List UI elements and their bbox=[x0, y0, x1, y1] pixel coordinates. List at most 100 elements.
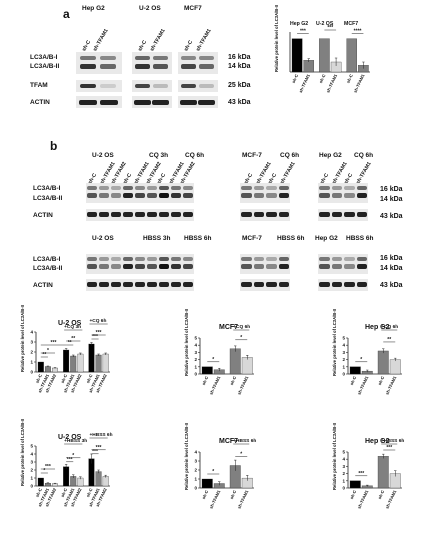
band bbox=[87, 264, 97, 269]
band bbox=[159, 186, 169, 190]
band bbox=[159, 257, 169, 261]
band bbox=[147, 193, 157, 198]
x-tick-label: sh-TFAM1 bbox=[356, 375, 369, 396]
sig-label: *** bbox=[358, 471, 364, 477]
y-tick-label: 3 bbox=[30, 340, 33, 345]
bar bbox=[95, 471, 102, 487]
y-tick-label: 5 bbox=[342, 336, 345, 341]
band bbox=[183, 193, 193, 198]
band bbox=[183, 186, 193, 190]
band bbox=[111, 193, 121, 198]
blot-b1-actin-hepg2 bbox=[318, 209, 368, 221]
chart-6: 0 1 2 3 4 5 Relative protein level of LC3A/B-I… bbox=[332, 423, 404, 510]
band bbox=[278, 282, 289, 287]
bar bbox=[291, 38, 303, 73]
band bbox=[111, 282, 121, 287]
b2-row-actin: ACTIN bbox=[33, 282, 53, 289]
y-tick-label: 1 bbox=[194, 477, 197, 482]
sig-label: *** bbox=[386, 445, 392, 451]
x-tick-label: sh-C bbox=[34, 487, 42, 498]
band bbox=[344, 257, 355, 261]
x-tick-label: sh-C bbox=[85, 373, 93, 384]
row-label-lc3i: LC3A/B-I bbox=[30, 54, 58, 61]
band bbox=[183, 257, 193, 261]
band bbox=[123, 257, 133, 261]
band bbox=[87, 186, 97, 190]
sig-label: *** bbox=[67, 457, 73, 463]
b1-row-lc3ii: LC3A/B-II bbox=[33, 195, 63, 202]
band bbox=[253, 212, 264, 217]
sig-label: *** bbox=[51, 340, 57, 346]
band bbox=[278, 257, 289, 261]
band bbox=[253, 193, 264, 198]
chart-a-group-uos: U-2 OS bbox=[316, 21, 334, 27]
y-tick-label: 0 bbox=[30, 484, 33, 489]
band bbox=[87, 257, 97, 261]
band bbox=[344, 186, 355, 190]
band bbox=[183, 212, 193, 217]
band bbox=[356, 193, 367, 198]
band bbox=[356, 282, 367, 287]
cell-mcf7-a: MCF7 bbox=[184, 5, 202, 12]
y-axis-label: Relative protein level of LC3A/B-II bbox=[184, 423, 189, 490]
chart6-title: Hep G2 bbox=[365, 438, 390, 445]
chart-a-group-mcf7: MCF7 bbox=[344, 21, 359, 27]
b2-mw-43: 43 kDa bbox=[380, 282, 403, 289]
band bbox=[123, 264, 133, 269]
band bbox=[344, 193, 355, 198]
chart-2: 0 1 2 3 4 5 Relative protein level of LC3A/B-I… bbox=[184, 309, 254, 396]
x-tick-label: sh-TFAM1 bbox=[208, 375, 221, 396]
blot-b2-actin-mcf7 bbox=[240, 279, 290, 291]
band bbox=[241, 264, 252, 269]
band bbox=[123, 212, 133, 217]
band bbox=[278, 193, 289, 198]
bar bbox=[349, 366, 361, 375]
band bbox=[111, 186, 121, 190]
band bbox=[319, 282, 330, 287]
band bbox=[253, 282, 264, 287]
band bbox=[135, 186, 145, 190]
band bbox=[135, 257, 145, 261]
x-tick-label: sh-C bbox=[60, 487, 68, 498]
y-tick-label: 5 bbox=[342, 450, 345, 455]
b1-row-lc3i: LC3A/B-I bbox=[33, 185, 61, 192]
band bbox=[319, 264, 330, 269]
y-tick-label: 5 bbox=[30, 444, 33, 449]
sig-label: *** bbox=[327, 25, 333, 31]
y-tick-label: 0 bbox=[30, 370, 33, 375]
y-tick-label: 2 bbox=[342, 357, 345, 362]
chart4-title: U-2 OS bbox=[58, 434, 82, 441]
band bbox=[331, 264, 342, 269]
band bbox=[266, 212, 277, 217]
blot-actin-mcf7 bbox=[178, 96, 218, 108]
condition-label: +HBSS 6h bbox=[233, 438, 256, 444]
blot-lc3-mcf7 bbox=[178, 52, 218, 74]
mw-43: 43 kDa bbox=[228, 99, 251, 106]
band bbox=[319, 186, 330, 190]
band bbox=[241, 282, 252, 287]
band bbox=[111, 212, 121, 217]
band bbox=[241, 212, 252, 217]
x-tick-label: sh-C bbox=[345, 73, 353, 84]
band bbox=[356, 264, 367, 269]
x-tick-label: sh-C bbox=[291, 73, 299, 84]
sig-label: *** bbox=[92, 449, 98, 455]
x-tick-label: sh-C bbox=[201, 489, 209, 500]
band bbox=[87, 282, 97, 287]
y-axis-label: Relative protein level of LC3A/B-II bbox=[332, 423, 337, 490]
band bbox=[99, 257, 109, 261]
b1-row-actin: ACTIN bbox=[33, 212, 53, 219]
bar bbox=[319, 38, 330, 73]
band bbox=[331, 282, 342, 287]
band bbox=[135, 212, 145, 217]
band bbox=[344, 264, 355, 269]
band bbox=[159, 193, 169, 198]
chart-5: 0 1 2 3 4 Relative protein level of LC3A/B-II… bbox=[184, 423, 256, 510]
band bbox=[171, 264, 181, 269]
bar bbox=[37, 477, 44, 487]
mw-16: 16 kDa bbox=[228, 54, 251, 61]
y-tick-label: 4 bbox=[30, 452, 33, 457]
sig-label: *** bbox=[96, 330, 102, 336]
blot-actin-hepg2 bbox=[76, 96, 122, 108]
